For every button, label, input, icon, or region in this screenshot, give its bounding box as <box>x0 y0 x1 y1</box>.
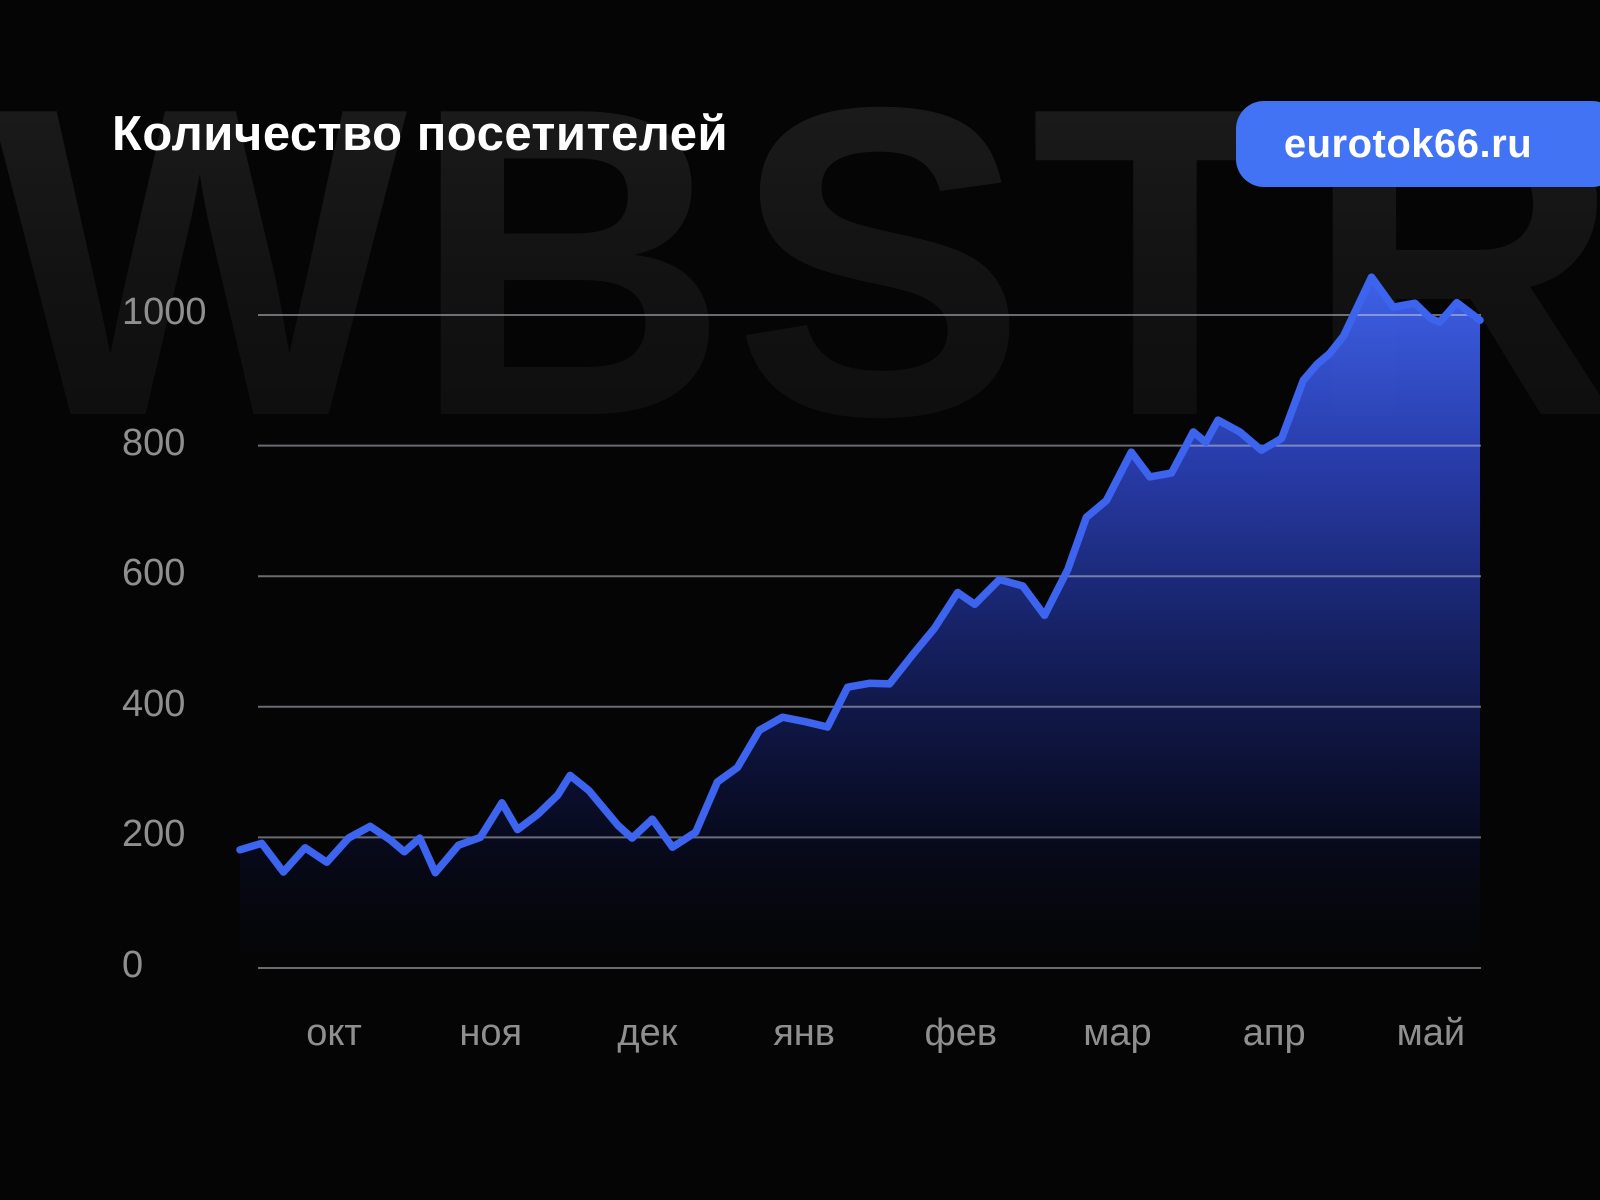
site-url-badge-label: eurotok66.ru <box>1283 121 1533 166</box>
site-url-badge[interactable]: eurotok66.ru <box>1236 101 1600 187</box>
x-axis-label-фев: фев <box>924 1012 998 1054</box>
page-title: Количество посетителей <box>112 107 729 161</box>
y-axis-label-1000: 1000 <box>122 291 207 333</box>
y-axis-label-400: 400 <box>122 682 186 725</box>
y-axis-label-0: 0 <box>122 944 144 986</box>
y-axis-label-200: 200 <box>122 813 186 856</box>
area-fill <box>240 277 1480 969</box>
x-axis-label-окт: окт <box>306 1012 362 1054</box>
x-axis-label-ноя: ноя <box>459 1012 523 1054</box>
x-axis-label-апр: апр <box>1242 1012 1306 1054</box>
y-axis-label-600: 600 <box>122 552 186 595</box>
x-axis-label-дек: дек <box>617 1012 678 1054</box>
y-axis-label-800: 800 <box>122 421 186 464</box>
x-axis-label-янв: янв <box>773 1012 835 1054</box>
x-axis-label-май: май <box>1396 1012 1466 1054</box>
x-axis-label-мар: мар <box>1083 1012 1152 1054</box>
visitors-trend-line <box>236 273 1484 877</box>
